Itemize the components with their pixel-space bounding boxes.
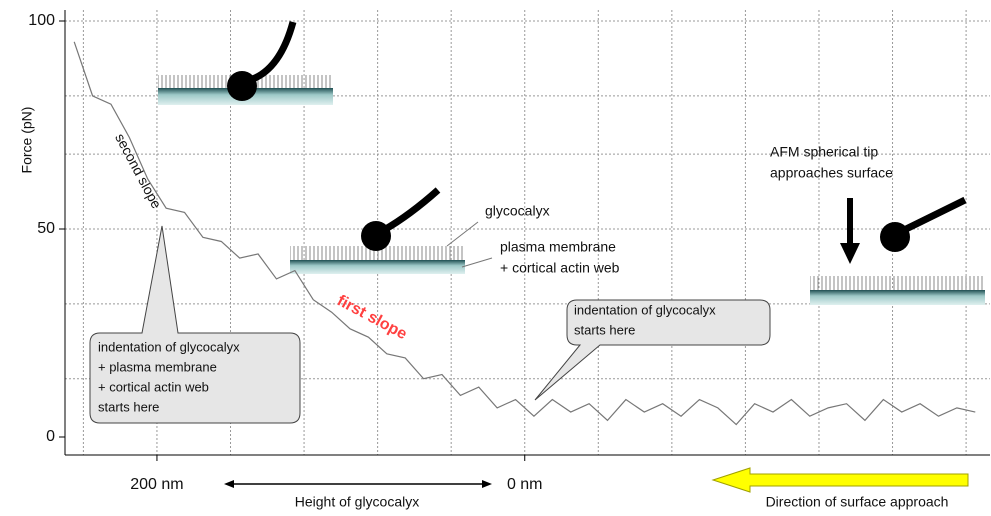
callout-right — [534, 299, 771, 401]
height-arrow — [224, 480, 492, 488]
callout-left — [89, 225, 301, 424]
callout-text: + plasma membrane — [98, 359, 217, 374]
direction-label: Direction of surface approach — [766, 494, 949, 510]
x-tick-label: 200 nm — [130, 476, 183, 493]
callout-text: + cortical actin web — [98, 379, 209, 394]
afm-label: approaches surface — [770, 165, 893, 181]
callout-text: starts here — [574, 322, 635, 337]
y-axis-label: Force (pN) — [19, 107, 35, 174]
callout-text: starts here — [98, 399, 159, 414]
glycocalyx-label: glycocalyx — [485, 203, 550, 219]
x-tick-label: 0 nm — [507, 476, 543, 493]
membrane-label: plasma membrane — [500, 239, 616, 255]
first-slope-label: first slope — [334, 292, 410, 343]
callout-text: indentation of glycocalyx — [574, 302, 716, 317]
cartoon-middle — [290, 187, 493, 274]
direction-arrow — [711, 467, 969, 493]
afm-label: AFM spherical tip — [770, 144, 878, 160]
cartoon-top — [158, 21, 333, 105]
force-curve — [73, 41, 976, 426]
y-tick-label: 50 — [37, 220, 55, 237]
cartoon-right — [810, 196, 985, 305]
x-axis-label: Height of glycocalyx — [295, 494, 420, 510]
y-tick-label: 0 — [46, 428, 55, 445]
membrane-label: + cortical actin web — [500, 260, 620, 276]
callout-text: indentation of glycocalyx — [98, 339, 240, 354]
y-tick-label: 100 — [28, 12, 55, 29]
